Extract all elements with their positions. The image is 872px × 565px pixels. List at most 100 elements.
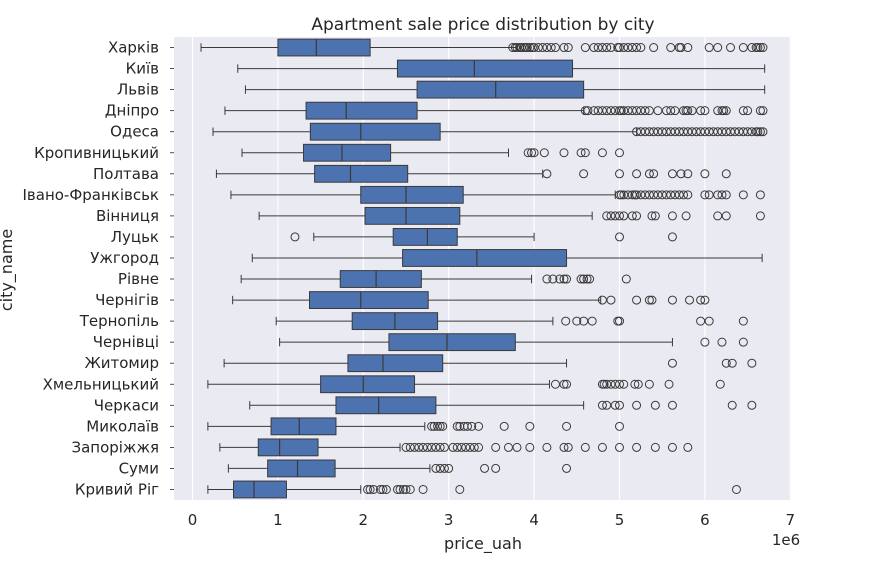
outlier-point xyxy=(667,358,677,368)
y-tick-label: Кропивницький xyxy=(34,144,159,162)
outlier-point xyxy=(632,295,642,305)
outlier-point xyxy=(615,169,624,179)
outlier-point xyxy=(747,358,757,368)
outlier-point xyxy=(644,190,654,200)
outlier-point xyxy=(619,379,629,389)
outlier-point xyxy=(661,127,671,137)
outlier-point xyxy=(649,127,659,137)
outlier-point xyxy=(738,190,748,200)
outlier-point xyxy=(632,211,642,221)
outlier-point xyxy=(602,379,612,389)
outlier-point xyxy=(713,106,723,116)
outlier-point xyxy=(555,274,565,284)
outlier-point xyxy=(719,106,729,116)
outlier-point xyxy=(683,43,693,53)
outlier-point xyxy=(670,127,680,137)
outlier-point xyxy=(562,463,572,473)
iqr-box xyxy=(309,122,441,141)
outlier-point xyxy=(619,106,629,116)
outlier-point xyxy=(602,43,612,53)
outlier-point xyxy=(561,316,571,326)
outlier-point xyxy=(623,190,633,200)
iqr-box xyxy=(277,38,371,57)
outlier-point xyxy=(431,442,441,452)
outlier-point xyxy=(730,127,740,137)
outlier-point xyxy=(700,190,710,200)
box-group xyxy=(215,164,731,183)
outlier-point xyxy=(576,274,586,284)
outlier-point xyxy=(666,43,676,53)
outlier-point xyxy=(685,295,695,305)
outlier-point xyxy=(559,43,569,53)
outlier-point xyxy=(670,190,680,200)
outlier-point xyxy=(743,127,753,137)
outlier-point xyxy=(546,43,556,53)
outlier-point xyxy=(657,127,667,137)
outlier-point xyxy=(666,127,676,137)
outlier-point xyxy=(542,274,552,284)
outlier-point xyxy=(721,127,731,137)
y-tick-label: Полтава xyxy=(93,165,159,183)
outlier-point xyxy=(647,211,657,221)
box-group xyxy=(232,291,710,309)
outlier-point xyxy=(602,211,612,221)
outlier-point xyxy=(401,484,411,494)
outlier-point xyxy=(597,106,607,116)
y-tick-label: Хмельницький xyxy=(43,375,159,393)
outlier-point xyxy=(452,442,462,452)
outlier-point xyxy=(381,484,391,494)
y-tick-label: Черкаси xyxy=(94,396,159,414)
outlier-point xyxy=(747,127,757,137)
outlier-point xyxy=(704,316,714,326)
iqr-box xyxy=(388,333,516,352)
outlier-point xyxy=(580,442,590,452)
outlier-point xyxy=(649,169,659,179)
outlier-point xyxy=(661,190,671,200)
outlier-point xyxy=(667,442,677,452)
outlier-point xyxy=(462,421,472,431)
outlier-point xyxy=(717,337,727,347)
outlier-point xyxy=(632,169,642,179)
outlier-point xyxy=(579,169,589,179)
iqr-box xyxy=(303,143,392,162)
outlier-point xyxy=(743,106,753,116)
outlier-point xyxy=(435,421,445,431)
outlier-point xyxy=(738,43,748,53)
outlier-point xyxy=(627,106,637,116)
box-group xyxy=(251,249,763,267)
chart-title: Apartment sale price distribution by cit… xyxy=(311,15,654,35)
outlier-point xyxy=(755,127,765,137)
outlier-point xyxy=(615,400,624,410)
outlier-point xyxy=(542,43,552,53)
y-tick-label: Одеса xyxy=(110,123,159,141)
outlier-point xyxy=(455,484,465,494)
box-group xyxy=(290,228,677,246)
outlier-point xyxy=(683,442,693,452)
outlier-point xyxy=(438,421,448,431)
outlier-point xyxy=(691,127,701,137)
outlier-point xyxy=(636,190,646,200)
box-group xyxy=(240,270,631,288)
outlier-point xyxy=(512,442,522,452)
outlier-point xyxy=(704,190,714,200)
outlier-point xyxy=(708,127,718,137)
outlier-point xyxy=(599,379,609,389)
outlier-point xyxy=(727,400,737,410)
y-tick-label: Чернівці xyxy=(93,333,159,351)
outlier-point xyxy=(606,295,616,305)
outlier-point xyxy=(576,148,586,158)
outlier-point xyxy=(721,211,731,221)
outlier-point xyxy=(610,106,620,116)
x-tick-label: 7 xyxy=(786,511,796,529)
outlier-point xyxy=(717,190,727,200)
outlier-point xyxy=(414,442,424,452)
outlier-point xyxy=(410,442,420,452)
outlier-point xyxy=(597,148,607,158)
outlier-point xyxy=(615,379,624,389)
outlier-point xyxy=(525,43,535,53)
outlier-point xyxy=(644,295,654,305)
outlier-point xyxy=(365,484,375,494)
box-group xyxy=(244,80,766,99)
outlier-point xyxy=(457,442,467,452)
iqr-box xyxy=(308,291,429,309)
